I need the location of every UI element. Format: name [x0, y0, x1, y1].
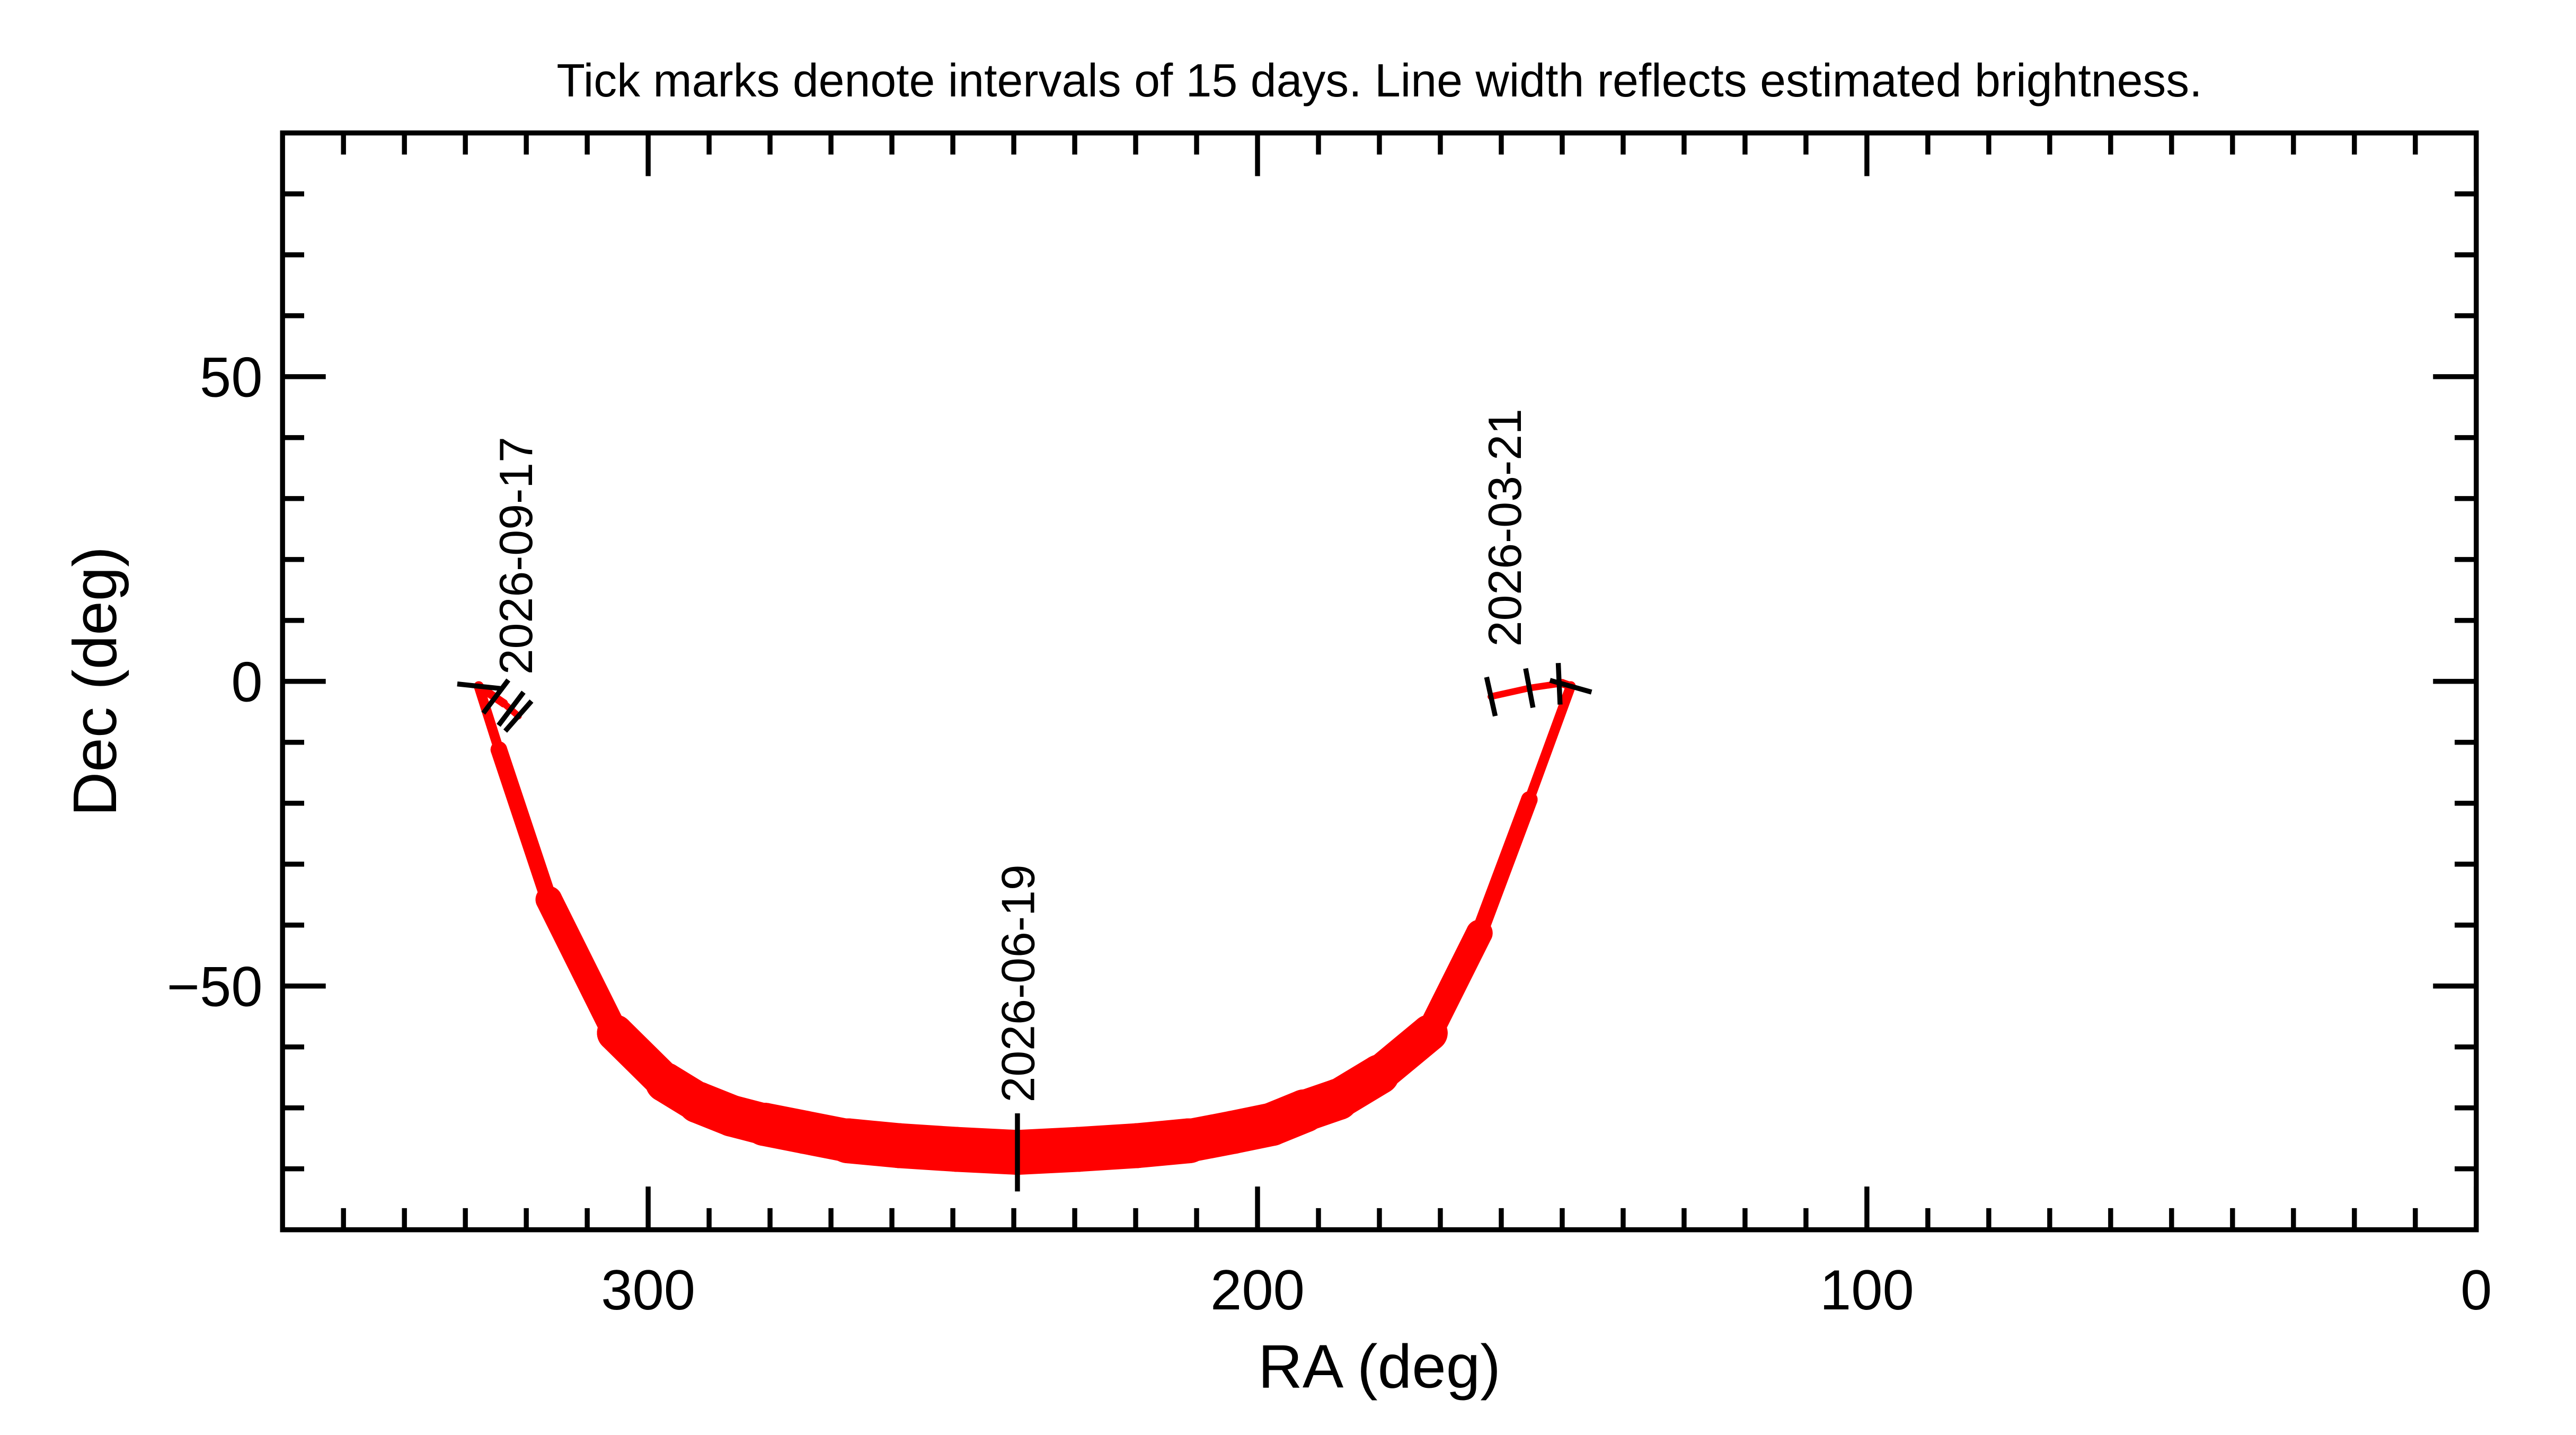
track-point [597, 1014, 634, 1051]
track-point [1359, 1054, 1400, 1095]
chart-title: Tick marks denote intervals of 15 days. … [556, 55, 2202, 107]
track-point [1521, 791, 1538, 808]
track-point [1250, 1102, 1294, 1146]
track-segment [1471, 791, 1538, 942]
track-point [1056, 1127, 1102, 1172]
date-tick [457, 681, 501, 691]
x-tick-label: 200 [1210, 1258, 1305, 1322]
track-point [1114, 1123, 1159, 1168]
track-point [499, 699, 508, 708]
date-tick [503, 699, 534, 733]
date-tick [1523, 668, 1536, 708]
track-segment [474, 681, 504, 755]
track-segment [1416, 919, 1493, 1047]
date-tick [1484, 676, 1498, 717]
track-point [1211, 1110, 1255, 1154]
track-segment [490, 741, 557, 908]
date-tick [481, 678, 510, 715]
y-tick-label: 0 [231, 650, 262, 713]
y-tick-label: −50 [167, 954, 263, 1018]
date-tick [1549, 678, 1592, 695]
track-point [742, 1102, 786, 1146]
date-label: 2026-09-17 [490, 437, 542, 675]
track-segment [1524, 681, 1576, 805]
track-point [877, 1123, 922, 1168]
track-point [1466, 919, 1493, 946]
track-segment [1488, 685, 1533, 700]
track-point [711, 1095, 753, 1137]
track-point [490, 741, 508, 758]
track-point [783, 1110, 827, 1154]
track-point [1282, 1089, 1326, 1133]
track-point [1166, 1118, 1211, 1164]
track-point [825, 1118, 871, 1164]
x-tick-label: 0 [2460, 1258, 2492, 1322]
track-point [677, 1082, 719, 1123]
y-tick-label: 50 [200, 345, 263, 409]
x-tick-label: 100 [1820, 1258, 1914, 1322]
date-label: 2026-06-19 [992, 864, 1044, 1102]
y-axis-label: Dec (deg) [60, 546, 129, 816]
track-point [1411, 1014, 1448, 1051]
track-point [933, 1127, 979, 1172]
x-tick-label: 300 [601, 1258, 695, 1322]
x-axis-label: RA (deg) [1258, 1332, 1501, 1401]
date-tick [497, 690, 526, 727]
track-point [1317, 1078, 1359, 1120]
track-point [645, 1062, 685, 1103]
track-point [535, 886, 562, 913]
date-label: 2026-03-21 [1479, 409, 1531, 646]
track-segment [535, 886, 629, 1047]
